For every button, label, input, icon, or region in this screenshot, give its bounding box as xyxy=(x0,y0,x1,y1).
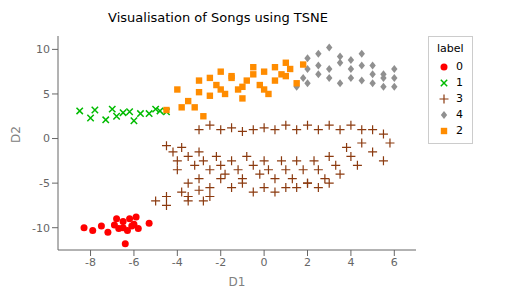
svg-text:-5: -5 xyxy=(39,177,50,190)
svg-text:D1: D1 xyxy=(229,275,246,289)
html-text:4: 4 xyxy=(456,108,463,121)
html-text:label: label xyxy=(437,42,464,55)
svg-text:-2: -2 xyxy=(215,256,226,269)
svg-text:D2: D2 xyxy=(9,126,23,143)
html-text:2: 2 xyxy=(456,124,463,137)
svg-text:5: 5 xyxy=(43,88,50,101)
svg-text:-4: -4 xyxy=(172,256,183,269)
svg-text:6: 6 xyxy=(391,256,398,269)
html-text:Visualisation of Songs using T: Visualisation of Songs using TSNE xyxy=(108,10,328,25)
svg-text:10: 10 xyxy=(36,43,50,56)
html-text:1: 1 xyxy=(456,76,463,89)
html-text:0: 0 xyxy=(456,60,463,73)
svg-text:4: 4 xyxy=(347,256,354,269)
svg-text:2: 2 xyxy=(304,256,311,269)
html-text:3: 3 xyxy=(456,92,463,105)
svg-text:0: 0 xyxy=(43,132,50,145)
svg-text:0: 0 xyxy=(261,256,268,269)
svg-text:-10: -10 xyxy=(32,222,50,235)
svg-text:-8: -8 xyxy=(85,256,96,269)
svg-text:-6: -6 xyxy=(128,256,139,269)
